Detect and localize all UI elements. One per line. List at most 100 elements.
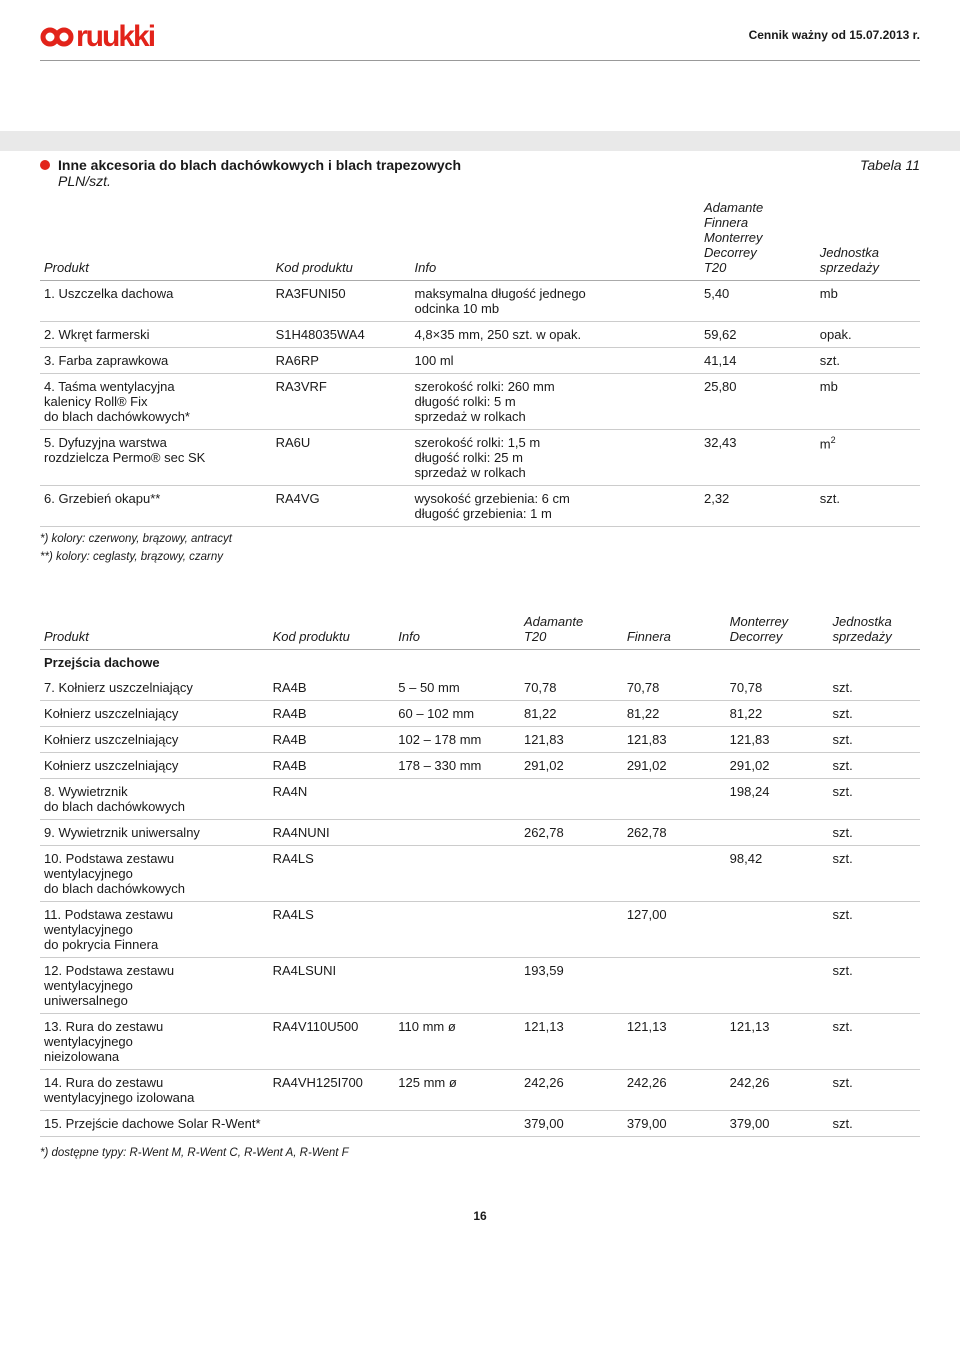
cell-unit: szt. bbox=[829, 701, 921, 727]
cell-v5 bbox=[623, 958, 726, 1014]
cell-produkt: 6. Grzebień okapu** bbox=[40, 486, 272, 527]
cell-v5: 379,00 bbox=[623, 1111, 726, 1137]
cell-unit: szt. bbox=[829, 1070, 921, 1111]
table-row: 1. Uszczelka dachowaRA3FUNI50maksymalna … bbox=[40, 281, 920, 322]
table-row: 13. Rura do zestawu wentylacyjnego nieiz… bbox=[40, 1014, 920, 1070]
th-val: Adamante Finnera Monterrey Decorrey T20 bbox=[700, 195, 816, 281]
cell-v5: 70,78 bbox=[623, 675, 726, 701]
cell-kod: RA4N bbox=[269, 779, 395, 820]
cell-info bbox=[394, 902, 520, 958]
cell-info: wysokość grzebienia: 6 cm długość grzebi… bbox=[411, 486, 700, 527]
cell-v5: 291,02 bbox=[623, 753, 726, 779]
cell-produkt: 1. Uszczelka dachowa bbox=[40, 281, 272, 322]
gray-band bbox=[0, 131, 960, 151]
cell-kod: RA4VG bbox=[272, 486, 411, 527]
table-2: Produkt Kod produktu Info Adamante T20 F… bbox=[40, 609, 920, 1137]
th-produkt: Produkt bbox=[40, 609, 269, 650]
cell-unit: szt. bbox=[829, 902, 921, 958]
cell-kod: RA4LSUNI bbox=[269, 958, 395, 1014]
table-row: 7. Kołnierz uszczelniającyRA4B5 – 50 mm7… bbox=[40, 675, 920, 701]
cell-value: 32,43 bbox=[700, 430, 816, 486]
table-row: 3. Farba zaprawkowaRA6RP100 ml41,14szt. bbox=[40, 348, 920, 374]
cell-info: 100 ml bbox=[411, 348, 700, 374]
logo-mark-icon bbox=[40, 21, 74, 54]
cell-kod: S1H48035WA4 bbox=[272, 322, 411, 348]
cell-produkt: 5. Dyfuzyjna warstwa rozdzielcza Permo® … bbox=[40, 430, 272, 486]
table-header-row: Produkt Kod produktu Info Adamante T20 F… bbox=[40, 609, 920, 650]
cell-produkt: 8. Wywietrznik do blach dachówkowych bbox=[40, 779, 269, 820]
tabela-label: Tabela 11 bbox=[860, 157, 920, 173]
cell-produkt: 3. Farba zaprawkowa bbox=[40, 348, 272, 374]
cell-produkt: Kołnierz uszczelniający bbox=[40, 753, 269, 779]
cell-unit: szt. bbox=[829, 958, 921, 1014]
cell-info: 60 – 102 mm bbox=[394, 701, 520, 727]
cell-v5 bbox=[623, 846, 726, 902]
cell-value: 59,62 bbox=[700, 322, 816, 348]
cell-unit: szt. bbox=[829, 846, 921, 902]
cell-produkt: 4. Taśma wentylacyjna kalenicy Roll® Fix… bbox=[40, 374, 272, 430]
table-row: 14. Rura do zestawu wentylacyjnego izolo… bbox=[40, 1070, 920, 1111]
subhead-cell: Przejścia dachowe bbox=[40, 650, 920, 676]
cell-info: 4,8×35 mm, 250 szt. w opak. bbox=[411, 322, 700, 348]
cell-produkt: 2. Wkręt farmerski bbox=[40, 322, 272, 348]
cell-v6 bbox=[726, 902, 829, 958]
cell-produkt: 10. Podstawa zestawu wentylacyjnego do b… bbox=[40, 846, 269, 902]
cell-v4: 242,26 bbox=[520, 1070, 623, 1111]
cell-v5: 127,00 bbox=[623, 902, 726, 958]
table-row: 2. Wkręt farmerskiS1H48035WA44,8×35 mm, … bbox=[40, 322, 920, 348]
section-title: Inne akcesoria do blach dachówkowych i b… bbox=[58, 157, 860, 173]
table-row: 12. Podstawa zestawu wentylacyjnego uniw… bbox=[40, 958, 920, 1014]
cell-produkt: 9. Wywietrznik uniwersalny bbox=[40, 820, 269, 846]
cell-kod: RA4B bbox=[269, 675, 395, 701]
cell-info bbox=[394, 779, 520, 820]
cell-v4 bbox=[520, 779, 623, 820]
cell-v4: 262,78 bbox=[520, 820, 623, 846]
table-row: 8. Wywietrznik do blach dachówkowychRA4N… bbox=[40, 779, 920, 820]
cell-info bbox=[394, 1111, 520, 1137]
cell-v4 bbox=[520, 846, 623, 902]
th-kod: Kod produktu bbox=[269, 609, 395, 650]
page-header: ruukki Cennik ważny od 15.07.2013 r. bbox=[40, 20, 920, 61]
cell-v6 bbox=[726, 958, 829, 1014]
cell-unit: szt. bbox=[816, 486, 920, 527]
cell-kod: RA4B bbox=[269, 753, 395, 779]
cell-v6 bbox=[726, 820, 829, 846]
cell-v6: 70,78 bbox=[726, 675, 829, 701]
cell-unit: szt. bbox=[829, 779, 921, 820]
cell-kod bbox=[269, 1111, 395, 1137]
footnote-1a: *) kolory: czerwony, brązowy, antracyt bbox=[40, 533, 920, 545]
cell-info: 110 mm ø bbox=[394, 1014, 520, 1070]
cell-kod: RA4B bbox=[269, 727, 395, 753]
cell-unit: mb bbox=[816, 374, 920, 430]
table-row: 5. Dyfuzyjna warstwa rozdzielcza Permo® … bbox=[40, 430, 920, 486]
cell-unit: szt. bbox=[829, 1111, 921, 1137]
cell-kod: RA4V110U500 bbox=[269, 1014, 395, 1070]
cell-kod: RA6U bbox=[272, 430, 411, 486]
cell-v5 bbox=[623, 779, 726, 820]
validity-text: Cennik ważny od 15.07.2013 r. bbox=[749, 28, 920, 42]
table-row: 9. Wywietrznik uniwersalnyRA4NUNI262,782… bbox=[40, 820, 920, 846]
th-produkt: Produkt bbox=[40, 195, 272, 281]
cell-info: maksymalna długość jednego odcinka 10 mb bbox=[411, 281, 700, 322]
cell-info: szerokość rolki: 260 mm długość rolki: 5… bbox=[411, 374, 700, 430]
section-subtitle: PLN/szt. bbox=[58, 173, 920, 189]
cell-kod: RA4LS bbox=[269, 846, 395, 902]
cell-v6: 242,26 bbox=[726, 1070, 829, 1111]
th-info: Info bbox=[411, 195, 700, 281]
cell-v6: 98,42 bbox=[726, 846, 829, 902]
table-row: 10. Podstawa zestawu wentylacyjnego do b… bbox=[40, 846, 920, 902]
table-row: 11. Podstawa zestawu wentylacyjnego do p… bbox=[40, 902, 920, 958]
cell-v6: 121,83 bbox=[726, 727, 829, 753]
cell-v5: 242,26 bbox=[623, 1070, 726, 1111]
table-row: Kołnierz uszczelniającyRA4B178 – 330 mm2… bbox=[40, 753, 920, 779]
logo-text: ruukki bbox=[76, 20, 154, 54]
cell-v6: 291,02 bbox=[726, 753, 829, 779]
cell-v5: 81,22 bbox=[623, 701, 726, 727]
cell-unit: mb bbox=[816, 281, 920, 322]
cell-v4: 70,78 bbox=[520, 675, 623, 701]
cell-v6: 198,24 bbox=[726, 779, 829, 820]
table-row: Kołnierz uszczelniającyRA4B102 – 178 mm1… bbox=[40, 727, 920, 753]
cell-v5: 121,83 bbox=[623, 727, 726, 753]
table-row: 4. Taśma wentylacyjna kalenicy Roll® Fix… bbox=[40, 374, 920, 430]
cell-unit: m2 bbox=[816, 430, 920, 486]
